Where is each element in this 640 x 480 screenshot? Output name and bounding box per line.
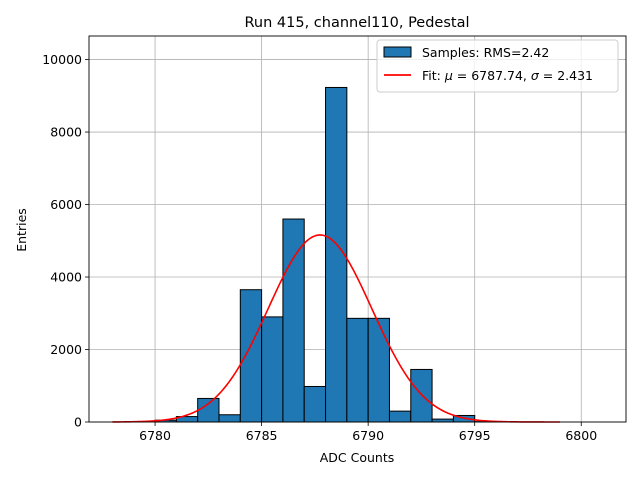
x-tick-label: 6800 xyxy=(565,428,597,443)
histogram-bar xyxy=(218,414,241,423)
legend-fit-prefix: Fit: xyxy=(422,68,445,83)
y-axis-ticks: 0 2000 4000 6000 8000 10000 xyxy=(42,52,89,430)
legend: Samples: RMS=2.42 Fit: μ = 6787.74, σ = … xyxy=(376,39,619,93)
x-tick-label: 6795 xyxy=(459,428,491,443)
histogram-bars xyxy=(154,86,497,423)
y-tick-label: 6000 xyxy=(50,197,82,212)
histogram-bar xyxy=(282,218,305,423)
legend-fit-label: Fit: μ = 6787.74, σ = 2.431 xyxy=(422,68,593,83)
histogram-bar xyxy=(410,368,433,423)
histogram-bar xyxy=(197,397,220,423)
y-axis-label: Entries xyxy=(14,208,29,252)
x-axis-ticks: 6780 6785 6790 6795 6800 xyxy=(139,422,597,443)
legend-samples-swatch xyxy=(383,46,412,58)
histogram-bar xyxy=(367,317,390,423)
y-tick-label: 2000 xyxy=(50,342,82,357)
legend-frame xyxy=(376,39,619,93)
legend-fit-sigma-value: = 2.431 xyxy=(539,68,593,83)
histogram-bar xyxy=(388,410,412,423)
legend-fit-mu-symbol: μ xyxy=(444,68,453,83)
histogram-bar xyxy=(261,316,284,423)
y-tick-label: 10000 xyxy=(42,52,82,67)
x-tick-label: 6780 xyxy=(139,428,171,443)
y-tick-label: 4000 xyxy=(50,270,82,285)
x-tick-label: 6790 xyxy=(352,428,384,443)
chart-title: Run 415, channel110, Pedestal xyxy=(244,15,469,31)
histogram-bar xyxy=(303,385,327,423)
fit-layer xyxy=(112,234,560,423)
plot-frame xyxy=(88,35,627,423)
histogram-bar xyxy=(239,289,263,423)
histogram-bar xyxy=(346,317,369,423)
x-axis-label: ADC Counts xyxy=(320,450,395,465)
y-tick-label: 0 xyxy=(74,415,82,430)
legend-samples-label: Samples: RMS=2.42 xyxy=(422,45,549,60)
legend-fit-sigma-symbol: σ xyxy=(531,68,540,83)
x-tick-label: 6785 xyxy=(246,428,278,443)
gaussian-fit-curve xyxy=(112,234,560,423)
y-tick-label: 8000 xyxy=(50,125,82,140)
legend-fit-mu-value: = 6787.74, xyxy=(453,68,531,83)
